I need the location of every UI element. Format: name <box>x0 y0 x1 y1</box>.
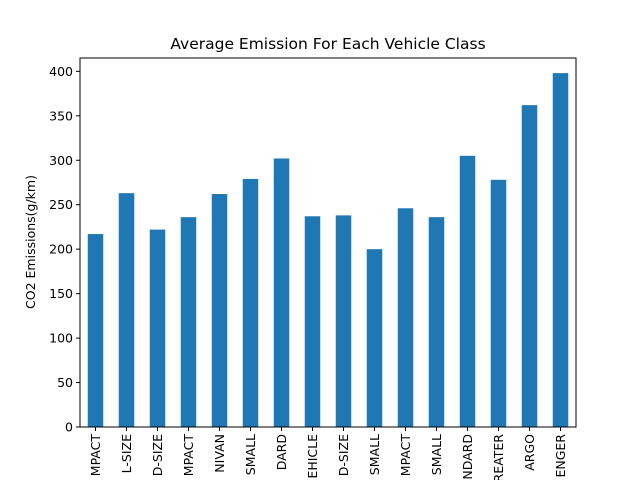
x-tick-label-15: ENGER <box>553 434 568 478</box>
y-axis-label: CO2 Emissions(g/km) <box>23 175 38 309</box>
x-tick-label-7: EHICLE <box>305 434 320 479</box>
bar-0 <box>87 234 104 427</box>
x-axis: MPACT L-SIZE D-SIZE MPACT NIVAN SMALL DARD EHIC… <box>88 427 568 480</box>
bar-10 <box>397 208 414 427</box>
chart-title: Average Emission For Each Vehicle Class <box>170 35 485 53</box>
x-tick-label-8: D-SIZE <box>336 434 351 476</box>
y-tick-label-1: 50 <box>57 375 73 390</box>
y-tick-label-8: 400 <box>49 64 73 79</box>
bar-8 <box>335 215 352 427</box>
x-tick-label-0: MPACT <box>88 434 103 477</box>
y-tick-label-0: 0 <box>65 420 73 435</box>
x-tick-label-13: REATER <box>491 434 506 480</box>
bar-3 <box>180 217 197 427</box>
bar-1 <box>118 193 135 427</box>
x-tick-label-10: MPACT <box>398 434 413 477</box>
y-axis: 0 50 100 150 200 250 300 350 400 <box>49 64 80 435</box>
bar-5 <box>242 178 259 427</box>
x-tick-label-1: L-SIZE <box>119 434 134 473</box>
bar-2 <box>149 229 166 427</box>
y-tick-label-6: 300 <box>49 153 73 168</box>
y-tick-label-3: 150 <box>49 286 73 301</box>
bar-7 <box>304 216 321 427</box>
bar-4 <box>211 194 228 427</box>
y-tick-label-4: 200 <box>49 242 73 257</box>
bar-12 <box>459 155 476 427</box>
x-tick-label-12: NDARD <box>460 434 475 480</box>
bar-6 <box>273 158 290 427</box>
bar-9 <box>366 249 383 427</box>
bar-11 <box>428 217 445 427</box>
x-tick-label-5: SMALL <box>243 434 258 475</box>
x-tick-label-3: MPACT <box>181 434 196 477</box>
bar-14 <box>521 105 538 427</box>
plot-frame <box>79 57 577 428</box>
y-tick-label-5: 250 <box>49 197 73 212</box>
y-tick-label-7: 350 <box>49 108 73 123</box>
x-tick-label-9: SMALL <box>367 434 382 475</box>
bar-13 <box>490 179 507 427</box>
y-tick-label-2: 100 <box>49 331 73 346</box>
x-tick-label-2: D-SIZE <box>150 434 165 476</box>
x-tick-label-14: ARGO <box>522 434 537 471</box>
x-tick-label-4: NIVAN <box>212 434 227 473</box>
bars-group <box>87 73 569 427</box>
x-tick-label-6: DARD <box>274 434 289 470</box>
bar-15 <box>552 73 569 427</box>
x-tick-label-11: SMALL <box>429 434 444 475</box>
